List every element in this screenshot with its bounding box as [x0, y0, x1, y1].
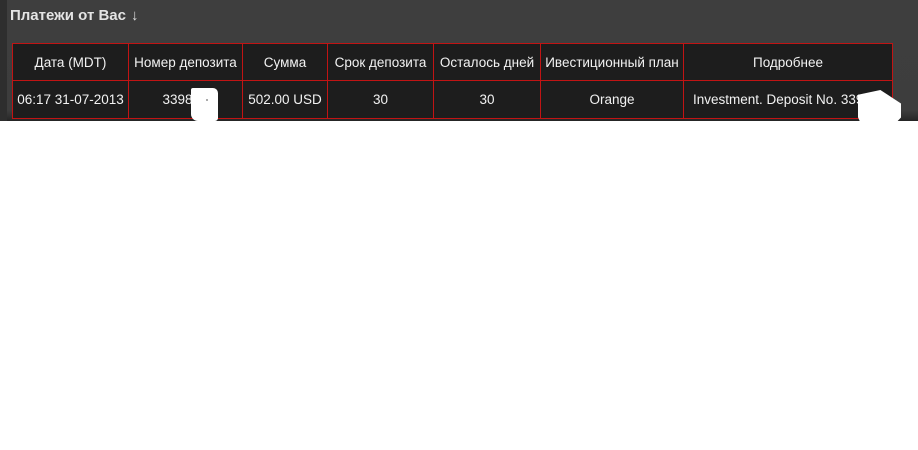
cell-details: Investment. Deposit No. 3398 [683, 80, 901, 122]
cell-amount: 502.00 USD [242, 80, 328, 119]
redaction-blob [858, 90, 901, 122]
col-header-deposit-number: Номер депозита [128, 43, 243, 81]
deposit-number-text: 3398 [162, 92, 193, 107]
panel-title: Платежи от Вас ↓ [10, 7, 139, 24]
cell-date: 06:17 31-07-2013 [12, 80, 129, 119]
payments-table: Дата (MDT) Номер депозита Сумма Срок деп… [12, 43, 901, 122]
left-edge-strip [0, 0, 7, 121]
table-row: 06:17 31-07-2013 3398 502.00 USD 30 30 O… [12, 80, 901, 122]
cell-deposit-number: 3398 [128, 80, 243, 121]
col-header-amount: Сумма [242, 43, 328, 81]
sort-descending-arrow-icon[interactable]: ↓ [131, 7, 139, 24]
cell-days-left: 30 [433, 80, 541, 119]
col-header-date: Дата (MDT) [12, 43, 129, 81]
col-header-details: Подробнее [683, 43, 893, 81]
page-body-empty [0, 121, 918, 450]
cell-plan: Orange [540, 80, 684, 119]
payments-panel: Платежи от Вас ↓ Дата (MDT) Номер депозит… [0, 0, 918, 122]
col-header-days-left: Осталось дней [433, 43, 541, 81]
redaction-blob [191, 88, 218, 121]
col-header-term: Срок депозита [327, 43, 434, 81]
table-header-row: Дата (MDT) Номер депозита Сумма Срок деп… [12, 43, 893, 81]
col-header-investment-plan: Ивестиционный план [540, 43, 684, 81]
details-text: Investment. Deposit No. 3398 [693, 92, 871, 107]
cell-term: 30 [327, 80, 434, 119]
panel-title-text: Платежи от Вас [10, 7, 126, 24]
